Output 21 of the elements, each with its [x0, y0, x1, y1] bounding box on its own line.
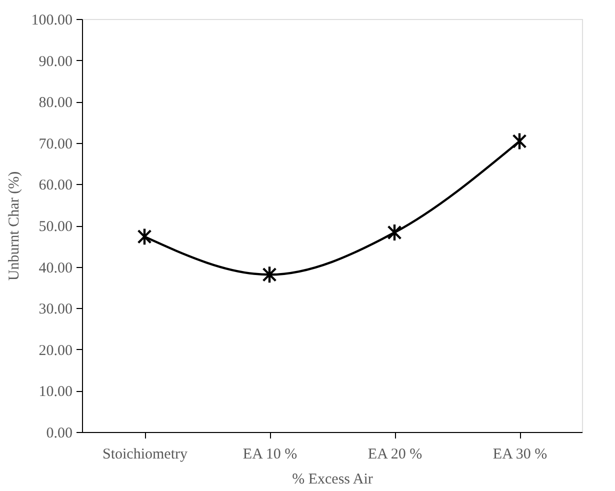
x-tick-label: Stoichiometry — [102, 446, 188, 462]
point — [387, 223, 402, 242]
y-tick-label: 40.00 — [38, 260, 72, 276]
y-tick-label: 70.00 — [38, 136, 72, 152]
y-tick-label: 100.00 — [31, 12, 72, 28]
y-tick-label: 90.00 — [38, 54, 72, 70]
x-axis-title: % Excess Air — [292, 472, 373, 488]
x-tick-label: EA 30 % — [492, 446, 548, 462]
y-tick-label: 0.00 — [46, 426, 72, 442]
point — [137, 228, 152, 246]
y-tick-label: 60.00 — [38, 178, 72, 194]
x-tick-label: EA 20 % — [368, 446, 422, 462]
y-tick-label: 50.00 — [38, 219, 72, 235]
point — [262, 266, 277, 284]
y-tick-label: 10.00 — [38, 384, 72, 400]
x-tick-label: EA 10 % — [242, 446, 298, 462]
y-tick-label: 80.00 — [38, 95, 72, 112]
y-tick-label: 30.00 — [38, 302, 72, 318]
y-axis-title: Unburnt Char (%) — [6, 171, 22, 281]
point — [512, 132, 527, 150]
y-tick-label: 20.00 — [38, 342, 72, 359]
